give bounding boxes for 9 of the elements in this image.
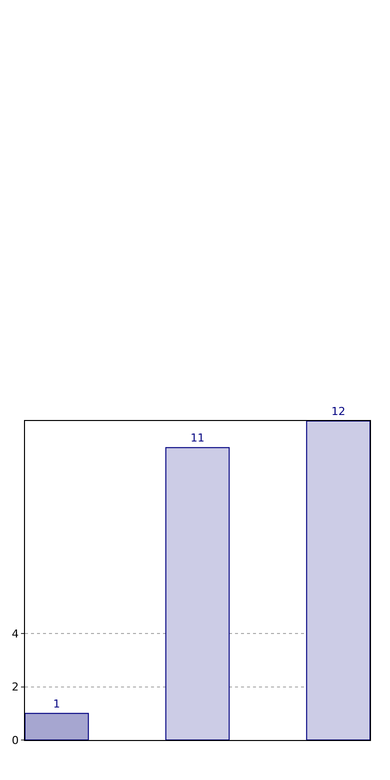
y-tick-label: 0 (12, 734, 19, 747)
data-label: 12 (331, 405, 346, 418)
data-label: 1 (53, 697, 60, 710)
bar (306, 421, 370, 740)
bar (25, 712, 89, 740)
y-tick-label: 2 (12, 680, 19, 694)
y-tick-label: 4 (12, 628, 19, 641)
bar (165, 447, 230, 740)
data-label: 11 (190, 432, 204, 445)
